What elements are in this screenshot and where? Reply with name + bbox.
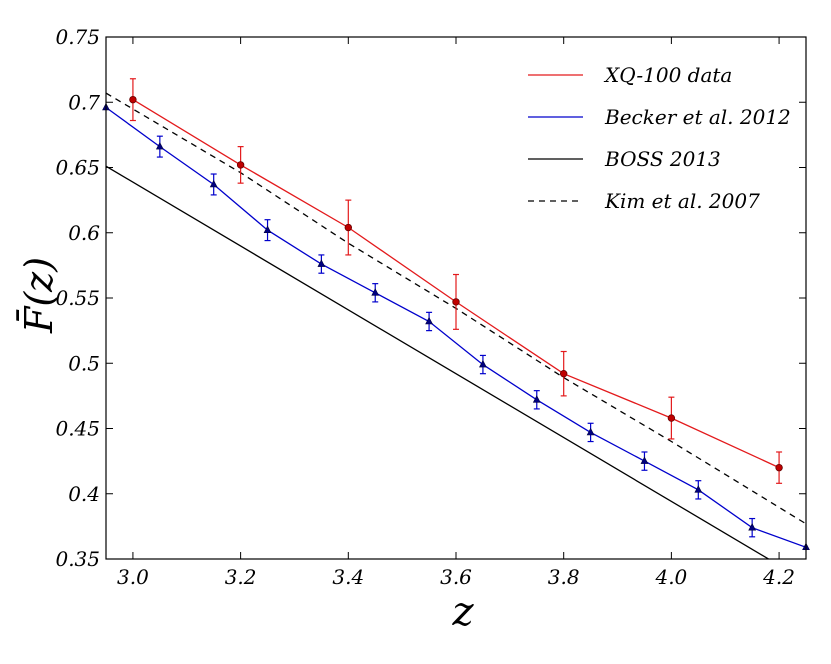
data-point-xq-100-data	[559, 369, 568, 378]
legend-label-becker-et-al-2012: Becker et al. 2012	[604, 105, 791, 129]
y-axis-label: F̄(z)	[17, 257, 61, 334]
x-tick-label: 4.0	[654, 565, 687, 589]
series-line-becker-et-al-2012	[106, 106, 806, 548]
x-tick-label: 3.8	[548, 565, 580, 589]
data-point-becker-et-al-2012	[479, 359, 487, 368]
data-point-xq-100-data	[775, 463, 783, 472]
data-point-becker-et-al-2012	[694, 485, 703, 493]
y-tick-label: 0.7	[68, 90, 100, 114]
x-axis-label: z	[451, 589, 474, 635]
legend-label-kim-et-al-2007: Kim et al. 2007	[604, 189, 760, 213]
data-point-becker-et-al-2012	[425, 316, 433, 325]
data-point-becker-et-al-2012	[371, 288, 380, 296]
data-point-xq-100-data	[344, 223, 353, 232]
data-point-becker-et-al-2012	[640, 456, 649, 464]
legend: XQ-100 data Becker et al. 2012 BOSS 2013 Ki…	[528, 63, 791, 213]
y-tick-label: 0.65	[55, 156, 100, 180]
y-tick-label: 0.4	[68, 482, 100, 506]
legend-label-xq-100-data: XQ-100 data	[603, 63, 732, 87]
data-point-becker-et-al-2012	[586, 427, 595, 436]
y-tick-label: 0.35	[55, 547, 100, 571]
x-tick-label: 3.6	[440, 565, 472, 589]
y-tick-label: 0.45	[55, 417, 100, 441]
y-axis: 0.35 0.4 0.45 0.5 0.55 0.6 0.65 0.7 0.75	[55, 25, 806, 571]
data-point-becker-et-al-2012	[209, 179, 218, 188]
x-tick-label: 3.0	[117, 565, 149, 589]
x-tick-label: 4.2	[762, 565, 795, 589]
x-tick-label: 3.2	[225, 565, 257, 589]
data-point-becker-et-al-2012	[317, 259, 326, 267]
x-tick-label: 3.4	[332, 565, 364, 589]
data-point-xq-100-data	[452, 298, 460, 306]
data-point-xq-100-data	[667, 414, 676, 422]
series-line-boss-2013	[106, 165, 770, 559]
y-tick-label: 0.5	[68, 351, 100, 375]
data-point-becker-et-al-2012	[748, 523, 757, 531]
y-tick-label: 0.6	[68, 221, 100, 245]
x-axis: 3.0 3.2 3.4 3.6 3.8 4.0 4.2	[117, 37, 795, 589]
data-point-xq-100-data	[236, 161, 245, 169]
data-point-xq-100-data	[129, 95, 137, 104]
data-point-becker-et-al-2012	[155, 141, 164, 150]
y-tick-label: 0.55	[55, 286, 100, 310]
y-tick-label: 0.75	[55, 25, 100, 49]
marker-layer	[102, 78, 810, 551]
data-point-becker-et-al-2012	[263, 225, 272, 233]
data-point-becker-et-al-2012	[532, 395, 541, 403]
legend-label-boss-2013: BOSS 2013	[604, 147, 721, 171]
